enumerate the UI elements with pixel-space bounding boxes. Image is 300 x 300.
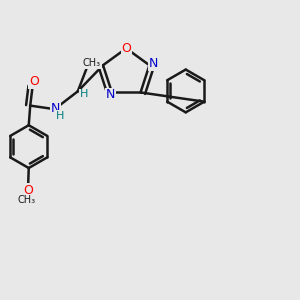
Text: O: O [29, 75, 39, 88]
Text: O: O [121, 42, 131, 55]
Text: N: N [106, 88, 115, 101]
Text: CH₃: CH₃ [83, 58, 101, 68]
Text: O: O [23, 184, 33, 197]
Text: H: H [56, 111, 65, 121]
Text: N: N [51, 102, 61, 115]
Text: CH₃: CH₃ [18, 195, 36, 205]
Text: H: H [80, 89, 88, 99]
Text: N: N [148, 57, 158, 70]
